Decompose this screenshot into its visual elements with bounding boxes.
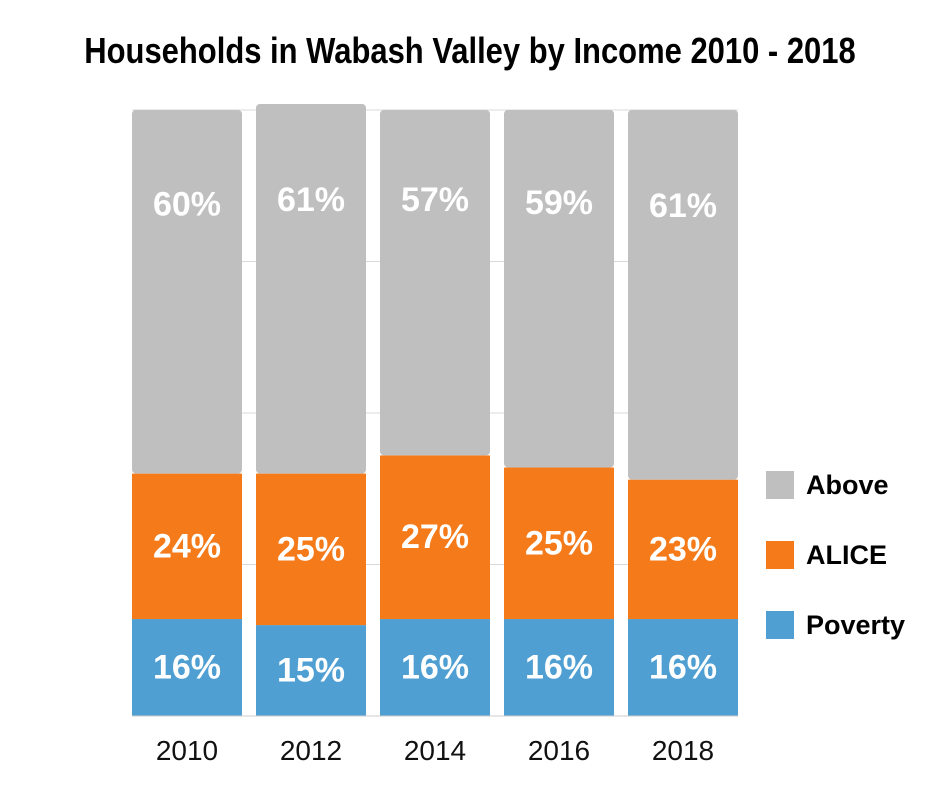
legend: Above ALICE Poverty: [766, 470, 905, 640]
bar-segment-alice: [256, 473, 366, 626]
bar-segment-above: [628, 110, 738, 480]
legend-swatch-above: [766, 471, 794, 499]
data-label-poverty: 16%: [401, 649, 469, 687]
data-label-alice: 25%: [277, 530, 345, 568]
bar-segment-poverty: [628, 619, 738, 716]
data-label-poverty: 16%: [525, 649, 593, 687]
data-label-poverty: 16%: [649, 649, 717, 687]
data-label-above: 59%: [525, 184, 593, 222]
data-label-above: 61%: [277, 181, 345, 219]
data-label-poverty: 15%: [277, 652, 345, 690]
data-label-alice: 23%: [649, 530, 717, 568]
data-label-above: 57%: [401, 181, 469, 219]
bar-segment-alice: [380, 455, 490, 620]
x-tick-label: 2018: [652, 735, 714, 766]
x-axis: 2010 2012 2014 2016 2018: [132, 715, 738, 766]
data-label-above: 60%: [153, 186, 221, 224]
bar-segment-above: [132, 110, 242, 474]
bar-segment-above: [504, 110, 614, 468]
legend-label-poverty: Poverty: [806, 610, 905, 640]
x-tick-label: 2010: [156, 735, 218, 766]
x-tick-label: 2012: [280, 735, 342, 766]
bar-segment-alice: [132, 473, 242, 620]
bar-segment-poverty: [132, 619, 242, 716]
data-label-alice: 24%: [153, 527, 221, 565]
legend-label-above: Above: [806, 470, 889, 500]
x-tick-label: 2016: [528, 735, 590, 766]
bar-segment-poverty: [380, 619, 490, 716]
data-label-alice: 25%: [525, 524, 593, 562]
bar-segment-alice: [504, 467, 614, 620]
x-tick-label: 2014: [404, 735, 466, 766]
bars: 16% 24% 60% 15% 25% 61% 16% 27% 57% 16% 25% 59% 16% 2…: [132, 103, 738, 716]
chart-title: Households in Wabash Valley by Income 20…: [84, 30, 856, 71]
bar-segment-alice: [628, 479, 738, 620]
bar-segment-above: [380, 110, 490, 456]
bar-segment-above: [256, 103, 366, 474]
legend-swatch-poverty: [766, 611, 794, 639]
bar-segment-poverty: [256, 625, 366, 716]
data-label-alice: 27%: [401, 518, 469, 556]
legend-label-alice: ALICE: [806, 540, 887, 570]
bar-segment-poverty: [504, 619, 614, 716]
data-label-poverty: 16%: [153, 649, 221, 687]
legend-swatch-alice: [766, 541, 794, 569]
data-label-above: 61%: [649, 187, 717, 225]
